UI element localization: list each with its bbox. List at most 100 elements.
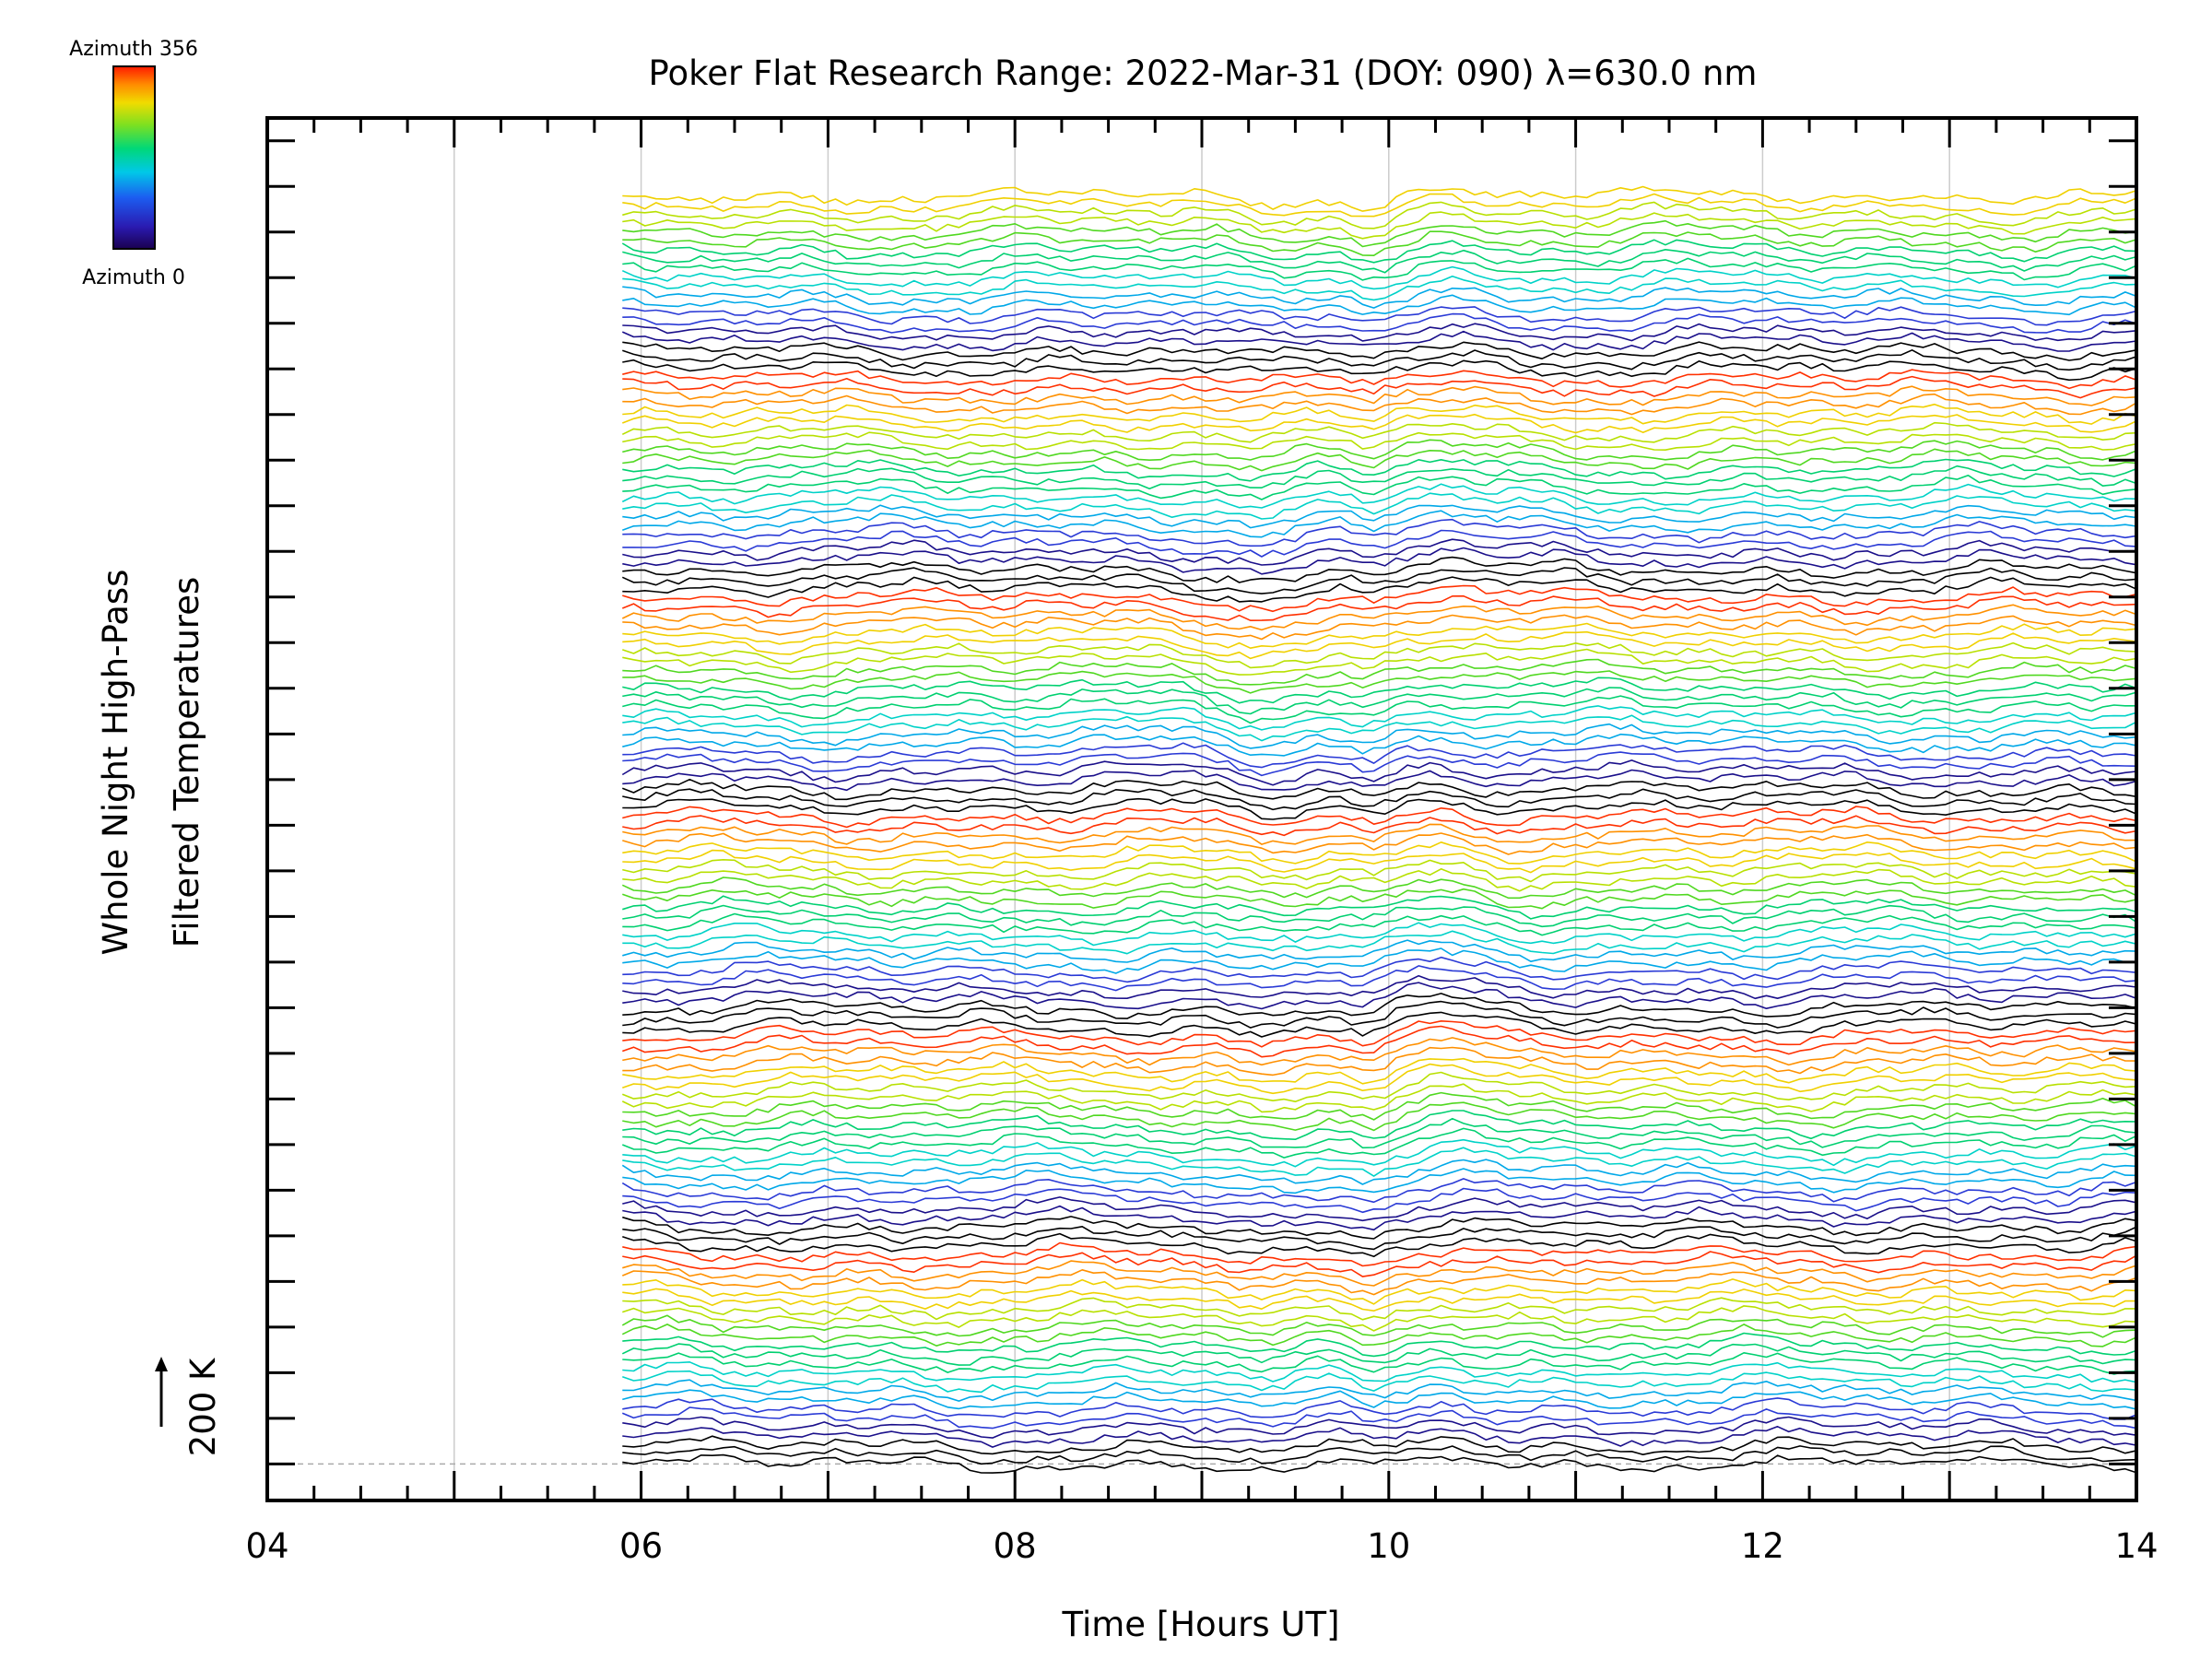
temperature-trace <box>622 211 2136 240</box>
temperature-trace <box>622 1025 2136 1058</box>
temperature-trace <box>622 510 2136 538</box>
x-tick-label: 06 <box>619 1526 663 1566</box>
temperature-trace <box>622 1216 2136 1240</box>
temperature-trace <box>622 193 2136 218</box>
temperature-trace <box>622 529 2136 558</box>
temperature-trace <box>622 1101 2136 1132</box>
colorbar-bottom-label: Azimuth 0 <box>82 266 185 289</box>
temperature-trace <box>622 1168 2136 1194</box>
temperature-trace <box>622 1332 2136 1358</box>
temperature-trace <box>622 492 2136 520</box>
temperature-trace <box>622 1057 2136 1085</box>
temperature-trace <box>622 1251 2136 1277</box>
temperature-trace <box>622 1063 2136 1095</box>
temperature-trace <box>622 448 2136 472</box>
x-tick-label: 14 <box>2114 1526 2158 1566</box>
temperature-trace <box>622 1445 2136 1465</box>
temperature-trace <box>622 888 2136 910</box>
temperature-trace <box>622 1352 2136 1375</box>
temperature-trace <box>622 1305 2136 1332</box>
temperature-trace <box>622 504 2136 529</box>
temperature-trace <box>622 714 2136 742</box>
temperature-trace <box>622 956 2136 983</box>
temperature-trace <box>622 248 2136 274</box>
temperature-trace <box>622 359 2136 382</box>
temperature-trace <box>622 1046 2136 1077</box>
temperature-trace <box>622 385 2136 406</box>
temperature-trace <box>622 1020 2136 1048</box>
temperature-trace <box>621 877 2136 900</box>
temperature-trace <box>622 939 2136 963</box>
temperature-trace <box>622 687 2136 715</box>
temperature-trace <box>622 982 2136 1010</box>
temperature-trace <box>622 658 2136 686</box>
x-tick-label: 10 <box>1367 1526 1410 1566</box>
temperature-trace <box>622 393 2136 416</box>
temperature-trace <box>621 567 2136 594</box>
temperature-trace <box>621 1083 2136 1113</box>
temperature-trace <box>621 1324 2136 1347</box>
temperature-trace <box>621 239 2136 264</box>
temperature-trace <box>622 403 2136 425</box>
temperature-trace <box>621 483 2136 509</box>
temperature-trace <box>622 1389 2136 1410</box>
temperature-trace <box>622 695 2136 724</box>
temperature-trace <box>622 556 2136 583</box>
temperature-trace <box>622 1241 2136 1267</box>
temperature-trace <box>622 677 2136 704</box>
temperature-trace <box>621 1314 2136 1338</box>
temperature-trace <box>622 648 2136 676</box>
temperature-trace <box>621 265 2136 290</box>
colorbar-gradient <box>112 65 156 250</box>
temperature-trace <box>622 1110 2136 1140</box>
temperature-trace <box>621 604 2136 631</box>
temperature-trace <box>622 1196 2136 1222</box>
temperature-trace <box>622 723 2136 749</box>
temperature-trace <box>622 895 2136 920</box>
temperature-trace <box>622 788 2136 811</box>
temperature-trace <box>622 797 2136 820</box>
chart-title: Poker Flat Research Range: 2022-Mar-31 (… <box>649 53 1758 93</box>
temperature-trace <box>622 769 2136 792</box>
temperature-trace <box>621 1406 2136 1430</box>
temperature-trace <box>622 751 2136 777</box>
temperature-trace <box>622 1037 2136 1066</box>
temperature-trace <box>622 922 2136 947</box>
temperature-trace <box>622 823 2136 845</box>
temperature-trace <box>622 1278 2136 1305</box>
temperature-trace <box>622 1127 2136 1159</box>
temperature-trace <box>622 947 2136 974</box>
temperature-trace <box>622 1232 2136 1258</box>
temperature-trace <box>621 1178 2136 1204</box>
temperature-trace <box>621 1269 2136 1296</box>
temperature-trace <box>622 1288 2136 1312</box>
temperature-trace <box>622 257 2136 281</box>
temperature-trace <box>622 375 2136 399</box>
temperature-trace <box>622 1435 2136 1455</box>
temperature-trace <box>622 1297 2136 1321</box>
temperature-trace <box>622 1071 2136 1102</box>
temperature-trace <box>622 778 2136 801</box>
temperature-trace <box>622 1138 2136 1168</box>
temperature-trace <box>621 330 2136 352</box>
scale-bar-arrow-head <box>155 1357 168 1371</box>
temperature-trace <box>622 1370 2136 1394</box>
axis-ticks <box>265 118 2138 1500</box>
temperature-trace <box>622 306 2136 326</box>
temperature-trace <box>622 1000 2136 1029</box>
temperature-trace <box>622 538 2136 566</box>
temperature-trace <box>622 841 2136 865</box>
temperature-trace <box>622 622 2136 650</box>
temperature-trace <box>622 1091 2136 1121</box>
temperature-trace <box>622 974 2136 1000</box>
temperature-trace <box>622 584 2136 613</box>
temperature-trace <box>622 832 2136 855</box>
temperature-trace <box>622 993 2136 1019</box>
temperature-trace <box>622 1453 2136 1474</box>
temperature-trace <box>622 518 2136 547</box>
scale-bar-label: 200 K <box>183 1357 223 1456</box>
temperature-trace <box>622 1361 2136 1383</box>
temperature-trace <box>622 815 2136 837</box>
temperature-trace <box>622 458 2136 482</box>
temperature-trace <box>622 1147 2136 1177</box>
